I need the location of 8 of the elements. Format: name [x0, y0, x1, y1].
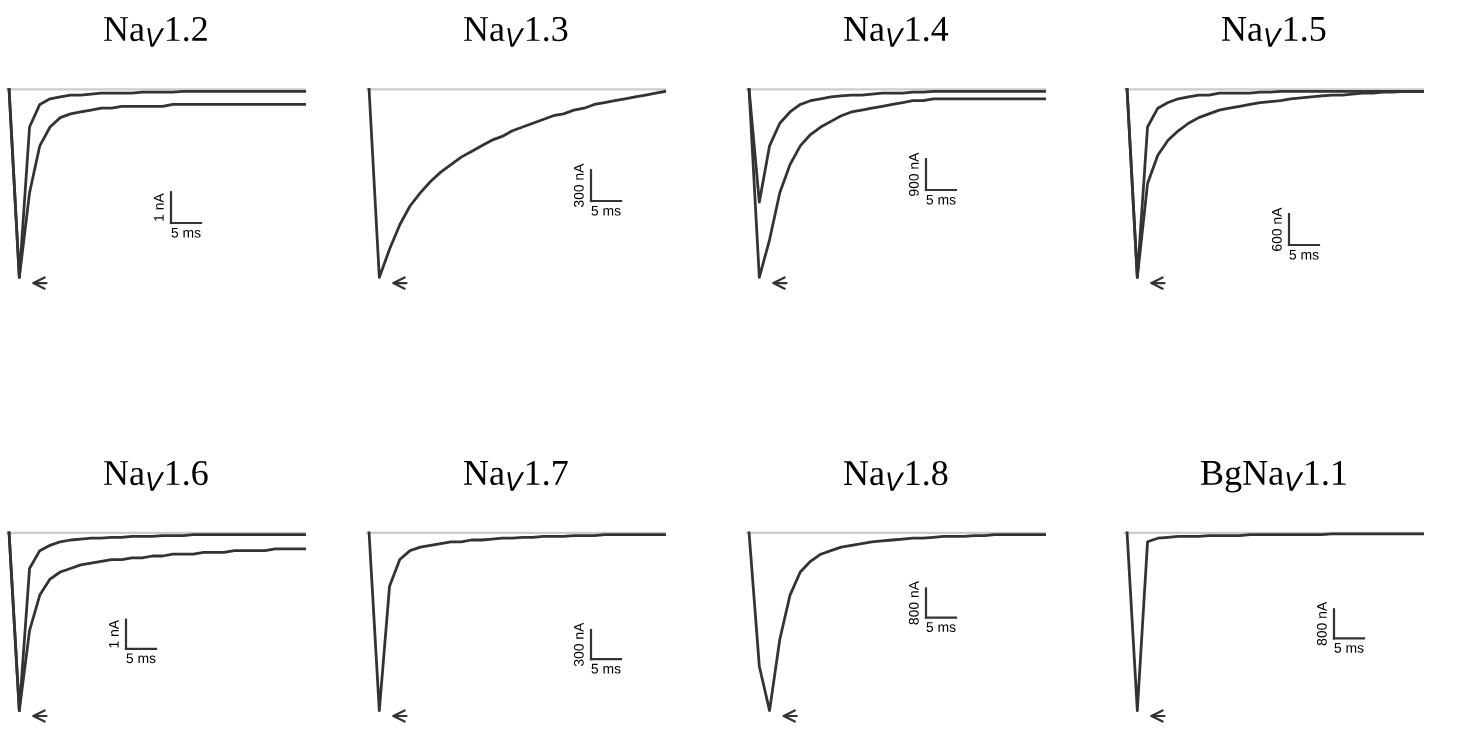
chart-title: Na$_{V}$1.8 — [843, 460, 948, 491]
chart-title: Na$_{V}$1.2 — [103, 16, 207, 47]
chart-title: Na$_{V}$1.4 — [843, 16, 949, 47]
chart-title: Na$_{V}$1.5 — [1221, 16, 1326, 47]
chart-title: Na$_{V}$1.6 — [103, 460, 208, 491]
chart-title: BgNa$_{V}$1.1 — [1201, 460, 1346, 493]
chart-title: Na$_{V}$1.3 — [463, 16, 568, 47]
chart-title: Na$_{V}$1.7 — [463, 460, 568, 491]
